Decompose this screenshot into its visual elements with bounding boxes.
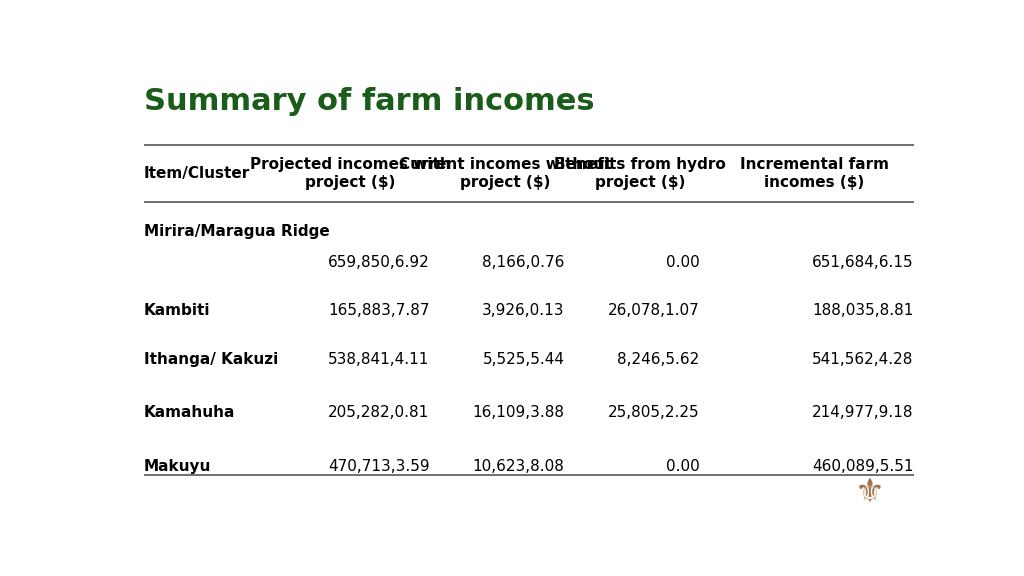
Text: 0.00: 0.00 xyxy=(666,458,699,473)
Text: Benefits from hydro
project ($): Benefits from hydro project ($) xyxy=(554,157,726,190)
Text: 460,089,5.51: 460,089,5.51 xyxy=(812,458,913,473)
Text: 538,841,4.11: 538,841,4.11 xyxy=(329,352,430,367)
Text: Summary of farm incomes: Summary of farm incomes xyxy=(143,87,595,116)
Text: 5,525,5.44: 5,525,5.44 xyxy=(482,352,564,367)
Text: 3,926,0.13: 3,926,0.13 xyxy=(482,304,564,319)
Text: 165,883,7.87: 165,883,7.87 xyxy=(328,304,430,319)
Text: 0.00: 0.00 xyxy=(666,255,699,270)
Text: 16,109,3.88: 16,109,3.88 xyxy=(472,406,564,420)
Text: Current incomes without
project ($): Current incomes without project ($) xyxy=(398,157,611,190)
Text: 651,684,6.15: 651,684,6.15 xyxy=(812,255,913,270)
Text: 659,850,6.92: 659,850,6.92 xyxy=(328,255,430,270)
Text: 10,623,8.08: 10,623,8.08 xyxy=(473,458,564,473)
Text: 205,282,0.81: 205,282,0.81 xyxy=(329,406,430,420)
Text: 26,078,1.07: 26,078,1.07 xyxy=(607,304,699,319)
Text: Kambiti: Kambiti xyxy=(143,304,210,319)
Text: ⚜: ⚜ xyxy=(855,476,885,509)
Text: Item/Cluster: Item/Cluster xyxy=(143,166,250,181)
Text: 541,562,4.28: 541,562,4.28 xyxy=(812,352,913,367)
Text: Makuyu: Makuyu xyxy=(143,458,211,473)
Text: Ithanga/ Kakuzi: Ithanga/ Kakuzi xyxy=(143,352,279,367)
Text: 214,977,9.18: 214,977,9.18 xyxy=(812,406,913,420)
Text: 8,166,0.76: 8,166,0.76 xyxy=(482,255,564,270)
Text: 8,246,5.62: 8,246,5.62 xyxy=(617,352,699,367)
Text: 188,035,8.81: 188,035,8.81 xyxy=(812,304,913,319)
Text: 25,805,2.25: 25,805,2.25 xyxy=(608,406,699,420)
Text: Mirira/Maragua Ridge: Mirira/Maragua Ridge xyxy=(143,223,330,238)
Text: 470,713,3.59: 470,713,3.59 xyxy=(328,458,430,473)
Text: Projected incomes with
project ($): Projected incomes with project ($) xyxy=(250,157,451,190)
Text: Incremental farm
incomes ($): Incremental farm incomes ($) xyxy=(740,157,889,190)
Text: Kamahuha: Kamahuha xyxy=(143,406,236,420)
